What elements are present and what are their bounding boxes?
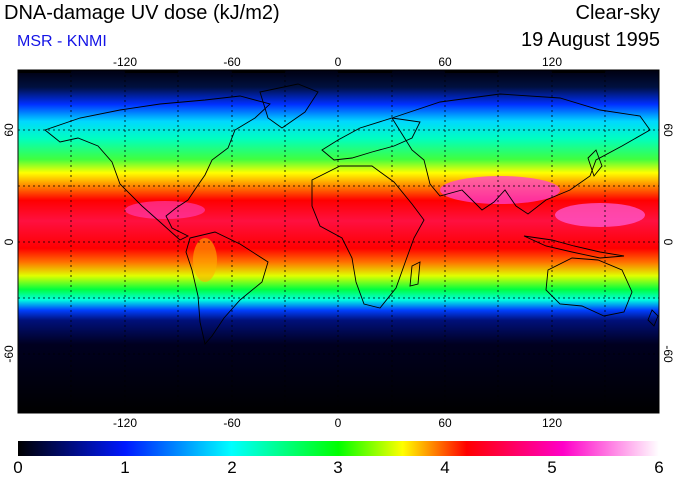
border-tick — [445, 410, 498, 413]
gridlines — [18, 70, 659, 413]
lon-tick-label: -120 — [113, 416, 137, 430]
greenland-outline — [259, 83, 319, 129]
lon-tick-label: 60 — [438, 55, 452, 69]
lat-tick-label: 60 — [2, 123, 16, 137]
madagascar-outline — [409, 261, 421, 287]
lon-tick-label: 0 — [335, 55, 342, 69]
colorbar — [18, 441, 659, 456]
border-tick — [552, 70, 605, 73]
uv-field — [18, 70, 659, 413]
border-tick — [232, 70, 285, 73]
lat-tick-label: 60 — [661, 123, 675, 137]
colorbar-label: 0 — [13, 458, 23, 477]
north-america-outline — [44, 95, 271, 241]
japan-outline — [587, 149, 603, 177]
hotspot-andes — [193, 238, 217, 282]
border-tick — [552, 410, 605, 413]
lon-tick-label: -60 — [223, 416, 241, 430]
lon-tick-label: -60 — [223, 55, 241, 69]
lon-tick-label: 60 — [438, 416, 452, 430]
map-date: 19 August 1995 — [520, 29, 660, 51]
chart-title: DNA-damage UV dose (kJ/m2) — [4, 2, 280, 24]
border-tick — [18, 410, 71, 413]
lon-labels-bottom: -120 -60 0 60 120 — [113, 416, 562, 430]
asia-outline — [391, 93, 651, 215]
border-tick — [338, 410, 392, 413]
colorbar-label: 5 — [547, 458, 557, 477]
australia-outline — [545, 257, 633, 317]
new-zealand-outline — [647, 309, 659, 327]
colorbar-label: 6 — [654, 458, 664, 477]
border-tick — [445, 70, 498, 73]
colorbar-label: 1 — [120, 458, 130, 477]
lat-labels-left: 60 0 -60 — [2, 123, 16, 363]
colorbar-label: 3 — [333, 458, 343, 477]
lat-labels-right: 60 0 -60 — [661, 123, 675, 363]
hotspot-central-america — [125, 201, 205, 219]
hotspot-south-asia — [440, 176, 560, 204]
border-tick — [125, 70, 178, 73]
africa-outline — [311, 165, 425, 309]
border-tick — [232, 410, 285, 413]
europe-outline — [321, 117, 421, 161]
colorbar-label: 2 — [227, 458, 237, 477]
colorbar-label: 4 — [440, 458, 450, 477]
sky-condition: Clear-sky — [575, 2, 660, 24]
border-tick — [338, 70, 392, 73]
border-tick — [18, 70, 71, 73]
lat-tick-label: 0 — [2, 238, 16, 245]
data-credit: MSR - KNMI — [17, 33, 107, 50]
lon-tick-label: -120 — [113, 55, 137, 69]
south-america-outline — [185, 231, 269, 345]
lon-tick-label: 120 — [542, 416, 562, 430]
border-tick — [125, 410, 178, 413]
lon-tick-label: 120 — [542, 55, 562, 69]
lat-tick-label: -60 — [2, 345, 16, 363]
coastlines — [44, 83, 659, 345]
lat-tick-label: 0 — [661, 239, 675, 246]
lat-tick-label: -60 — [661, 345, 675, 363]
hotspot-west-pacific — [555, 203, 645, 227]
lon-labels-top: -120 -60 0 60 120 — [113, 55, 562, 69]
border-ticks — [18, 70, 605, 413]
latitude-band-field — [18, 70, 659, 413]
lon-tick-label: 0 — [335, 416, 342, 430]
